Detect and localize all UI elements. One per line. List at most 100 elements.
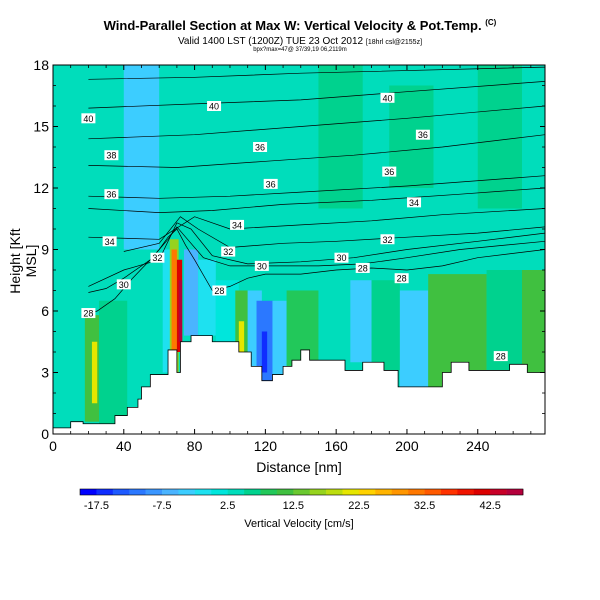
contour-label: 30 [257,261,267,271]
colorbar-swatch [194,489,212,495]
w-cell [162,249,174,373]
w-cell [178,280,183,342]
contour-label-bg [104,150,119,161]
contour-label: 30 [336,253,346,263]
theta-contour-32 [123,216,545,252]
terrain [52,335,546,435]
w-cell [99,300,128,424]
theta-contour-top [88,66,545,80]
y-tick-label: 3 [41,365,49,381]
contour-label-bg [334,252,349,263]
w-cell [371,280,400,371]
contour-label-bg [81,113,96,124]
contour-label: 28 [496,352,506,362]
contour-label-bg [254,260,269,271]
contour-label: 28 [358,263,368,273]
colorbar-swatch [211,489,228,495]
colorbar-swatch [391,489,409,495]
w-cell [198,259,216,336]
theta-contour-28 [88,226,545,293]
y-tick-label: 12 [33,180,49,196]
contour-label: 32 [382,235,392,245]
chart-subtitle: Valid 1400 LST (1200Z) TUE 23 Oct 2012 [… [177,36,423,47]
colorbar-tick-label: 12.5 [283,500,304,512]
contour-label-bg [493,351,508,362]
colorbar-swatch [178,489,196,495]
theta-contour-26 [84,228,545,316]
theta-contour-40 [88,81,545,109]
colorbar-swatch [244,489,261,495]
colorbar-tick-label: 42.5 [479,500,500,512]
w-cell [91,341,98,404]
contour-label: 36 [255,143,265,153]
colorbar-swatch [162,489,179,495]
w-cell [261,331,268,373]
colorbar-swatch [342,489,360,495]
contour-label-bg [116,279,131,290]
contour-label: 28 [83,309,93,319]
w-cell [272,300,287,375]
colorbar-swatch [358,489,376,495]
theta-contour-34 [88,208,545,240]
chart-subtitle-2: bpx?max=47@ 37/39,19 06,2119m [253,47,347,53]
theta-contour-34 [88,187,545,213]
contour-label-bg [380,92,395,103]
colorbar-swatch [112,489,130,495]
y-tick-label: 0 [41,426,49,442]
contour-label-bg [81,308,96,319]
contour-label-bg [221,246,236,257]
colorbar-swatch [473,489,491,495]
x-tick-label: 240 [466,438,490,454]
contour-label: 28 [214,286,224,296]
contour-label-bg [212,285,227,296]
w-cell [318,65,363,209]
w-cell [183,249,199,336]
w-cell [521,270,545,373]
y-axis-label: Height [Kft MSL] [7,228,39,294]
y-tick-label: 15 [33,119,49,135]
x-tick-label: 200 [395,438,419,454]
y-tick-label: 6 [41,303,49,319]
contour-label-bg [263,178,278,189]
colorbar-swatch [145,489,163,495]
contour-label-bg [102,236,117,247]
colorbar-swatch [424,489,442,495]
w-cell [171,249,177,352]
y-tick-label: 9 [41,242,49,258]
contour-label: 38 [106,151,116,161]
w-cell [123,65,160,250]
contour-label-bg [230,219,245,230]
colorbar-swatch [227,489,245,495]
contour-label-bg [407,197,422,208]
colorbar-swatch [276,489,294,495]
contour-label: 34 [232,220,242,230]
contour-label-bg [150,252,165,263]
colorbar-label: Vertical Velocity [cm/s] [244,518,354,530]
colorbar-tick-label: 32.5 [414,500,435,512]
contour-label: 30 [119,280,129,290]
w-cell [477,65,522,209]
colorbar-tick-label: -7.5 [153,500,172,512]
contour-label: 40 [209,102,219,112]
contour-label: 40 [83,114,93,124]
colorbar-swatch [375,489,393,495]
w-cell [53,317,89,434]
x-tick-label: 40 [116,438,132,454]
chart-title: Wind-Parallel Section at Max W: Vertical… [103,18,497,33]
colorbar-swatch [490,489,507,495]
contour-label-bg [394,273,409,284]
w-cell [238,321,245,352]
contour-label-bg [380,234,395,245]
contour-label: 36 [418,130,428,140]
contour-label-bg [104,189,119,200]
colorbar-swatch [129,489,146,495]
theta-contour-36 [88,175,545,199]
colorbar-tick-label: -17.5 [84,500,109,512]
theta-contour-38 [88,105,545,140]
w-cell [350,280,372,363]
theta-contour-36 [88,134,545,168]
y-tick-label: 18 [33,57,49,73]
colorbar-tick-label: 2.5 [220,500,235,512]
contour-label-bg [382,166,397,177]
colorbar-swatch [440,489,458,495]
